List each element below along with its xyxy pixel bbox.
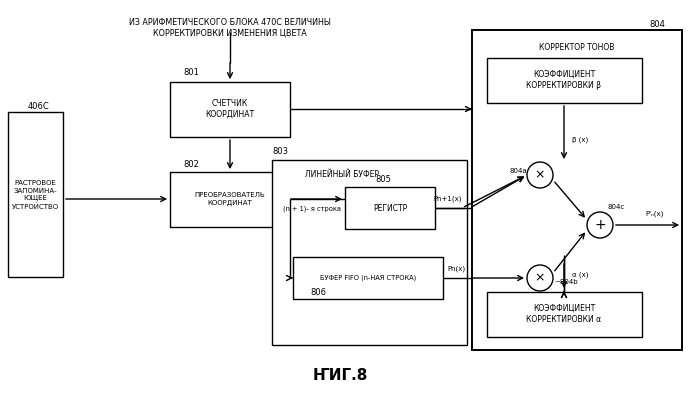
- Text: ПРЕОБРАЗОВАТЕЛЬ
КООРДИНАТ: ПРЕОБРАЗОВАТЕЛЬ КООРДИНАТ: [194, 192, 266, 206]
- Text: 804c: 804c: [608, 204, 625, 210]
- Text: 406C: 406C: [28, 102, 50, 111]
- Text: +: +: [594, 218, 606, 232]
- Text: РАСТРОВОЕ
ЗАПОМИНА-
ЮЩЕЕ
УСТРОЙСТВО: РАСТРОВОЕ ЗАПОМИНА- ЮЩЕЕ УСТРОЙСТВО: [11, 180, 59, 210]
- Text: 804: 804: [649, 20, 665, 29]
- Text: Pn(x): Pn(x): [447, 266, 465, 272]
- Text: 801: 801: [183, 68, 199, 77]
- Text: СЧЕТЧИК
КООРДИНАТ: СЧЕТЧИК КООРДИНАТ: [206, 99, 254, 119]
- Circle shape: [587, 212, 613, 238]
- Circle shape: [527, 162, 553, 188]
- Text: β (x): β (x): [572, 137, 589, 143]
- Text: α (x): α (x): [572, 272, 589, 278]
- Text: P'ₙ(x): P'ₙ(x): [646, 210, 664, 217]
- Bar: [8, 112, 63, 277]
- Text: БУФЕР FIFO (n-НАЯ СТРОКА): БУФЕР FIFO (n-НАЯ СТРОКА): [320, 275, 416, 281]
- Text: ×: ×: [535, 271, 545, 284]
- Text: КОЭФФИЦИЕНТ
КОРРЕКТИРОВКИ α: КОЭФФИЦИЕНТ КОРРЕКТИРОВКИ α: [526, 304, 602, 324]
- Text: 802: 802: [183, 160, 199, 169]
- Text: ҤИГ.8: ҤИГ.8: [312, 368, 368, 383]
- Text: ЛИНЕЙНЫЙ БУФЕР: ЛИНЕЙНЫЙ БУФЕР: [305, 170, 379, 179]
- Bar: [170, 172, 290, 227]
- Text: ИЗ АРИФМЕТИЧЕСКОГО БЛОКА 470С ВЕЛИЧИНЫ
КОРРЕКТИРОВКИ ИЗМЕНЕНИЯ ЦВЕТА: ИЗ АРИФМЕТИЧЕСКОГО БЛОКА 470С ВЕЛИЧИНЫ К…: [129, 18, 331, 38]
- Text: КОРРЕКТОР ТОНОВ: КОРРЕКТОР ТОНОВ: [540, 43, 614, 52]
- Text: 805: 805: [375, 175, 391, 184]
- Text: 806: 806: [310, 288, 326, 297]
- Text: Pn+1(x): Pn+1(x): [434, 195, 462, 202]
- Bar: [293, 257, 443, 299]
- Bar: [170, 82, 290, 137]
- Text: 804a: 804a: [509, 168, 527, 174]
- Bar: [487, 292, 642, 337]
- Text: КОЭФФИЦИЕНТ
КОРРЕКТИРОВКИ β: КОЭФФИЦИЕНТ КОРРЕКТИРОВКИ β: [526, 70, 602, 90]
- Bar: [487, 58, 642, 103]
- Bar: [272, 160, 467, 345]
- Bar: [345, 187, 435, 229]
- Text: (n + 1)- я строка: (n + 1)- я строка: [283, 206, 341, 212]
- Text: ~804b: ~804b: [554, 279, 578, 285]
- Text: РЕГИСТР: РЕГИСТР: [373, 203, 407, 212]
- Bar: [472, 30, 682, 350]
- Text: ×: ×: [535, 169, 545, 182]
- Circle shape: [527, 265, 553, 291]
- Text: 803: 803: [272, 147, 288, 156]
